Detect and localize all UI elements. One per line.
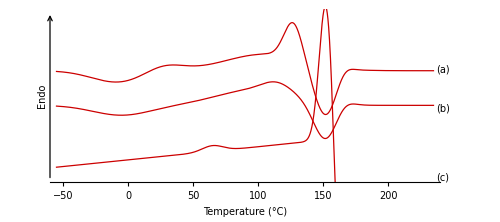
Y-axis label: Endo: Endo [37,83,47,108]
Text: (b): (b) [436,104,450,114]
Text: (c): (c) [436,172,449,182]
X-axis label: Temperature (°C): Temperature (°C) [203,207,287,217]
Text: (a): (a) [436,64,450,74]
